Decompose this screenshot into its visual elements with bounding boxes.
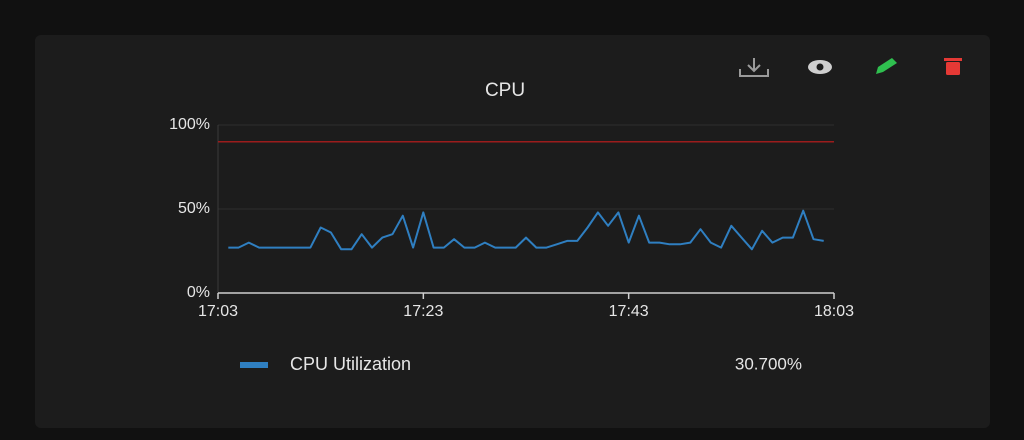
- x-tick-label: 17:23: [403, 303, 443, 320]
- y-tick-label: 0%: [187, 284, 210, 301]
- legend-value: 30.700%: [735, 354, 802, 373]
- y-tick-label: 50%: [178, 200, 210, 217]
- legend-label: CPU Utilization: [290, 354, 411, 374]
- edit-button[interactable]: [876, 58, 897, 74]
- view-button[interactable]: [808, 60, 832, 74]
- legend-swatch: [240, 362, 268, 368]
- x-tick-label: 18:03: [814, 303, 854, 320]
- series-line: [228, 209, 824, 251]
- download-button[interactable]: [739, 58, 769, 77]
- panel: [35, 35, 990, 428]
- x-tick-label: 17:03: [198, 303, 238, 320]
- delete-button[interactable]: [944, 58, 962, 75]
- chart-title: CPU: [485, 80, 525, 101]
- y-tick-label: 100%: [169, 116, 210, 133]
- x-tick-label: 17:43: [609, 303, 649, 320]
